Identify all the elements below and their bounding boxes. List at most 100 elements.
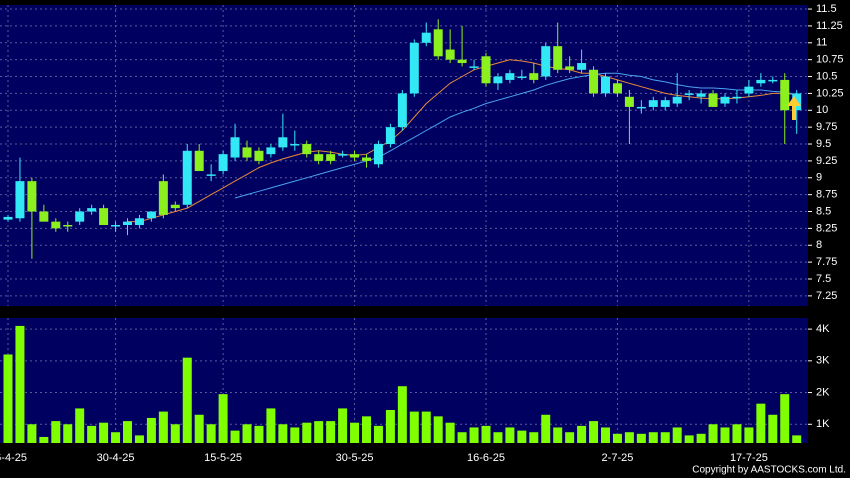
volume-bar xyxy=(469,427,479,443)
volume-bar xyxy=(230,430,240,443)
y-tick-label: 4K xyxy=(816,323,830,335)
volume-bar xyxy=(87,425,97,443)
candle-body xyxy=(696,93,706,97)
volume-bar xyxy=(385,410,395,443)
y-tick-label: 10.75 xyxy=(816,54,844,66)
y-tick-label: 3K xyxy=(816,355,830,367)
volume-bar xyxy=(397,386,407,443)
y-tick-label: 7.75 xyxy=(816,256,837,268)
y-tick-label: 7.25 xyxy=(816,290,837,302)
candle-body xyxy=(314,154,324,161)
candle-body xyxy=(362,157,371,161)
candle-body xyxy=(756,79,766,84)
candle-body xyxy=(146,211,156,219)
x-tick-label: 2-7-25 xyxy=(602,452,634,464)
candle-body xyxy=(111,225,121,227)
candle-body xyxy=(278,137,288,148)
volume-bar xyxy=(672,427,682,443)
candle-body xyxy=(385,127,395,145)
volume-bar xyxy=(362,416,371,443)
volume-bar xyxy=(194,414,204,443)
candle-body xyxy=(589,69,599,94)
candle-body xyxy=(601,76,610,94)
candle-body xyxy=(75,211,85,222)
candle-body xyxy=(780,79,790,111)
volume-bar xyxy=(541,414,551,443)
candle-body xyxy=(768,79,778,82)
candle-body xyxy=(242,147,252,158)
y-tick-label: 2K xyxy=(816,386,830,398)
candle-body xyxy=(123,221,132,226)
candle-body xyxy=(373,144,383,165)
price-panel xyxy=(0,5,808,306)
candle-body xyxy=(63,225,73,227)
y-tick-label: 10.5 xyxy=(816,70,837,82)
y-tick-label: 8 xyxy=(816,239,822,251)
candle-body xyxy=(457,59,467,64)
volume-bar xyxy=(158,411,168,443)
candle-body xyxy=(350,154,360,158)
volume-bar xyxy=(63,424,73,443)
candle-body xyxy=(266,147,276,155)
volume-bar xyxy=(146,417,156,443)
candle-body xyxy=(708,93,718,107)
moving-average-line xyxy=(127,59,797,223)
volume-bar xyxy=(39,436,49,443)
candle-body xyxy=(624,96,634,107)
candle-body xyxy=(230,137,240,158)
volume-bar xyxy=(350,422,360,443)
candle-body xyxy=(684,93,694,95)
x-tick-label: 30-4-25 xyxy=(97,452,135,464)
volume-bar xyxy=(75,408,85,443)
candle-body xyxy=(302,144,312,155)
arrow-icon xyxy=(787,96,801,120)
x-tick-label: 16-4-25 xyxy=(0,452,27,464)
candle-body xyxy=(254,150,264,161)
candle-body xyxy=(421,32,431,43)
volume-bar xyxy=(612,433,622,443)
volume-bar xyxy=(744,427,754,443)
x-tick-label: 17-7-25 xyxy=(730,452,768,464)
volume-bar xyxy=(254,425,264,443)
volume-bar xyxy=(99,422,109,443)
volume-bar xyxy=(529,432,539,443)
candle-body xyxy=(99,208,109,226)
y-tick-label: 10 xyxy=(816,104,828,116)
volume-bar xyxy=(314,421,324,443)
volume-bar xyxy=(660,432,670,443)
candle-body xyxy=(541,46,551,77)
volume-bar xyxy=(732,424,742,443)
volume-bar xyxy=(182,357,192,443)
candle-body xyxy=(612,83,622,94)
volume-bar xyxy=(206,424,216,443)
volume-bar xyxy=(565,432,575,443)
candle-body xyxy=(445,49,455,60)
volume-bar xyxy=(134,435,144,443)
volume-bar xyxy=(266,408,276,443)
candle-body xyxy=(732,96,742,99)
y-tick-label: 8.75 xyxy=(816,189,837,201)
candle-body xyxy=(290,144,300,146)
y-tick-label: 9 xyxy=(816,172,822,184)
y-tick-label: 1K xyxy=(816,418,830,430)
volume-bar xyxy=(624,432,634,443)
volume-bar xyxy=(445,422,455,443)
volume-bar xyxy=(636,433,646,443)
volume-bar xyxy=(792,435,802,443)
volume-bar xyxy=(577,425,587,443)
volume-bar xyxy=(648,432,658,443)
volume-bar xyxy=(553,427,563,443)
volume-bar xyxy=(3,354,13,443)
candle-body xyxy=(206,174,216,176)
volume-bar xyxy=(218,394,228,443)
y-tick-label: 11 xyxy=(816,37,827,49)
candle-body xyxy=(170,204,180,209)
candle-body xyxy=(744,86,754,94)
candle-body xyxy=(529,73,539,80)
candle-body xyxy=(51,221,61,229)
candle-body xyxy=(433,29,443,57)
volume-bar xyxy=(170,424,180,443)
volume-bar xyxy=(481,425,491,443)
volume-bar xyxy=(589,421,599,443)
